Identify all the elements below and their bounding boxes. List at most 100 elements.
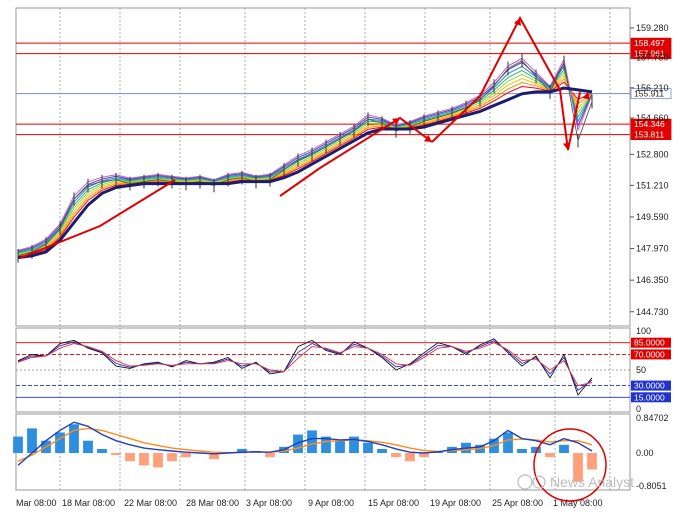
- macd-tick-label: -0.8051: [636, 481, 667, 491]
- macd-hist-bar: [69, 424, 79, 454]
- osc-level-label: 30.0000: [634, 381, 665, 391]
- macd-hist-bar: [167, 453, 177, 462]
- macd-hist-bar: [363, 442, 373, 454]
- stochastic-series: [17, 338, 593, 396]
- date-label: 19 Apr 08:00: [430, 498, 481, 508]
- macd-hist-bar: [83, 440, 93, 454]
- macd-hist-bar: [209, 453, 219, 460]
- macd-series: [13, 421, 597, 482]
- date-axis: Mar 08:00 18 Mar 08:00 22 Mar 08:00 28 Mar …: [16, 498, 603, 508]
- macd-hist-bar: [125, 453, 135, 462]
- osc-tick-label: 0: [636, 404, 641, 414]
- macd-hist-bar: [111, 453, 121, 456]
- macd-hist-bar: [97, 448, 107, 454]
- macd-signal-line: [17, 427, 593, 462]
- macd-hist-bar: [139, 453, 149, 466]
- osc-level-box: [631, 337, 671, 348]
- date-label: 25 Apr 08:00: [492, 498, 543, 508]
- level-label-box: [630, 118, 672, 130]
- macd-tick-label: 0.00: [636, 448, 654, 458]
- level-label-box: [630, 129, 672, 140]
- date-label: 3 Apr 08:00: [246, 498, 292, 508]
- date-label: 22 Mar 08:00: [124, 498, 177, 508]
- date-label: 18 Mar 08:00: [62, 498, 115, 508]
- osc-level-label: 15.0000: [634, 392, 665, 402]
- price-tick-label: 157.750: [636, 53, 669, 63]
- macd-hist-bar: [517, 448, 527, 454]
- arrow-head: [582, 92, 590, 100]
- ribbon-line: [17, 57, 593, 251]
- macd-hist-bar: [13, 436, 23, 454]
- trend-annotations: [19, 15, 590, 259]
- osc-level-box: [631, 349, 671, 360]
- date-label: 28 Mar 08:00: [186, 498, 239, 508]
- macd-hist-bar: [419, 453, 429, 458]
- level-label-box: [630, 37, 672, 49]
- price-series: [17, 53, 593, 263]
- macd-hist-bar: [405, 453, 415, 462]
- macd-hist-bar: [237, 448, 247, 454]
- price-tick-label: 147.970: [636, 244, 669, 254]
- osc-level-box: [631, 380, 671, 391]
- macd-hist-bar: [503, 432, 513, 454]
- stoch-d-line: [17, 342, 593, 387]
- osc-level-box: [631, 392, 671, 403]
- ribbon-line: [17, 71, 593, 255]
- arrow-head: [424, 134, 432, 142]
- watermark-text: News Analyst: [550, 474, 634, 490]
- trend-line: [431, 15, 581, 151]
- price-tick-label: 149.590: [636, 212, 669, 222]
- trend-line: [279, 116, 433, 197]
- level-label: 153.811: [634, 130, 664, 140]
- arrow-head: [392, 118, 400, 126]
- macd-hist-bar: [265, 453, 275, 458]
- watermark-logo: News Analyst: [517, 474, 634, 490]
- level-label-box: [630, 88, 672, 100]
- ribbon-line: [17, 81, 593, 258]
- trend-line: [19, 179, 176, 259]
- price-close-line: [17, 60, 593, 257]
- price-tick-label: 154.660: [636, 113, 669, 123]
- macd-hist-bar: [587, 453, 597, 470]
- macd-hist-bar: [293, 434, 303, 454]
- osc-tick-label: 100: [636, 326, 651, 336]
- ma-ribbon: [17, 57, 593, 258]
- macd-hist-bar: [27, 428, 37, 454]
- osc-level-label: 70.0000: [634, 349, 665, 359]
- price-tick-label: 159.280: [636, 23, 669, 33]
- osc-tick-label: 50: [636, 365, 646, 375]
- macd-hist-bar: [349, 436, 359, 454]
- ribbon-line: [17, 78, 593, 257]
- price-axis: 159.280 157.750 156.210 154.660 152.800 151.2…: [630, 23, 669, 491]
- macd-hist-bar: [573, 453, 583, 482]
- stoch-k-line: [17, 338, 593, 396]
- macd-hist-bar: [545, 453, 555, 458]
- macd-line: [17, 421, 593, 466]
- price-tick-label: 144.730: [636, 307, 669, 317]
- macd-hist-bar: [307, 430, 317, 454]
- macd-hist-bar: [55, 432, 65, 454]
- highlight-circle: [533, 428, 607, 502]
- price-tick-label: 146.350: [636, 275, 669, 285]
- stoch-mid-line: [17, 340, 593, 391]
- slow-ma-line: [17, 86, 593, 260]
- osc-level-label: 85.0000: [634, 338, 665, 348]
- price-tick-label: 152.800: [636, 149, 669, 159]
- oscillator-panel-frame: [15, 327, 631, 413]
- date-label: Mar 08:00: [16, 498, 57, 508]
- date-label: 1 May 08:00: [553, 498, 603, 508]
- price-tick-label: 151.210: [636, 180, 669, 190]
- price-tick-label: 156.210: [636, 83, 669, 93]
- level-label: 154.346: [634, 119, 665, 129]
- macd-hist-bar: [321, 436, 331, 454]
- date-label: 15 Apr 08:00: [368, 498, 419, 508]
- macd-hist-bar: [559, 444, 569, 454]
- macd-hist-bar: [181, 453, 191, 458]
- macd-hist-bar: [377, 448, 387, 454]
- macd-tick-label: 0.84702: [636, 413, 669, 423]
- ribbon-line: [17, 74, 593, 256]
- macd-hist-bar: [153, 453, 163, 468]
